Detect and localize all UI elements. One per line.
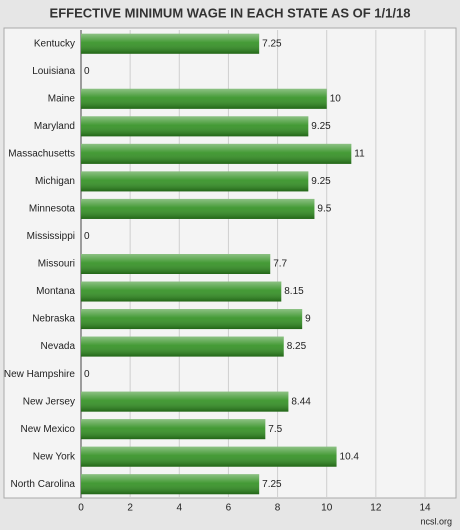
x-tick-label: 10 [321, 503, 333, 514]
bar-shine [81, 446, 337, 467]
chart-title: EFFECTIVE MINIMUM WAGE IN EACH STATE AS … [50, 5, 411, 20]
value-label: 7.5 [268, 424, 282, 435]
y-tick-label: New Hampshire [4, 369, 76, 380]
bar-shine [81, 33, 260, 54]
bar-shine [81, 309, 303, 330]
value-label: 0 [84, 231, 90, 242]
value-label: 9 [305, 314, 311, 325]
x-tick-label: 2 [127, 503, 133, 514]
y-tick-label: Nevada [41, 341, 76, 352]
value-label: 0 [84, 66, 90, 77]
value-label: 7.7 [273, 259, 287, 270]
x-tick-label: 0 [78, 503, 84, 514]
value-label: 7.25 [262, 479, 282, 490]
x-tick-label: 8 [275, 503, 281, 514]
bar-shine [81, 419, 266, 440]
y-tick-label: Kentucky [34, 38, 75, 49]
value-label: 0 [84, 369, 90, 380]
y-tick-label: Nebraska [32, 314, 75, 325]
bar-shine [81, 391, 289, 412]
bar-shine [81, 336, 284, 357]
y-tick-label: New Jersey [23, 396, 75, 407]
y-tick-label: Louisiana [32, 66, 75, 77]
y-tick-label: Montana [36, 286, 75, 297]
value-label: 7.25 [262, 38, 282, 49]
bar-shine [81, 143, 352, 164]
bar-shine [81, 171, 309, 192]
bar-shine [81, 474, 260, 495]
x-tick-label: 4 [177, 503, 183, 514]
value-label: 8.44 [291, 396, 311, 407]
x-tick-label: 14 [419, 503, 431, 514]
y-tick-label: North Carolina [11, 479, 76, 490]
bar-shine [81, 281, 282, 302]
bar-shine [81, 116, 309, 137]
value-label: 10 [330, 93, 342, 104]
value-label: 11 [354, 149, 365, 160]
y-tick-label: Maryland [34, 121, 75, 132]
y-tick-label: Minnesota [29, 204, 76, 215]
value-label: 10.4 [340, 451, 360, 462]
bar-shine [81, 198, 315, 219]
value-label: 9.25 [311, 121, 331, 132]
y-tick-label: Missouri [38, 259, 75, 270]
value-label: 9.25 [311, 176, 331, 187]
value-label: 9.5 [317, 204, 331, 215]
source: ncsl.org [420, 516, 452, 526]
y-tick-label: Michigan [35, 176, 75, 187]
value-label: 8.15 [284, 286, 304, 297]
y-tick-label: Maine [48, 93, 76, 104]
bar-shine [81, 88, 327, 109]
y-tick-label: Mississippi [27, 231, 75, 242]
y-tick-label: Massachusetts [8, 149, 75, 160]
x-tick-label: 6 [226, 503, 232, 514]
value-label: 8.25 [287, 341, 307, 352]
y-tick-label: New Mexico [21, 424, 76, 435]
bar-shine [81, 254, 271, 274]
y-tick-label: New York [33, 451, 76, 462]
x-tick-label: 12 [370, 503, 382, 514]
